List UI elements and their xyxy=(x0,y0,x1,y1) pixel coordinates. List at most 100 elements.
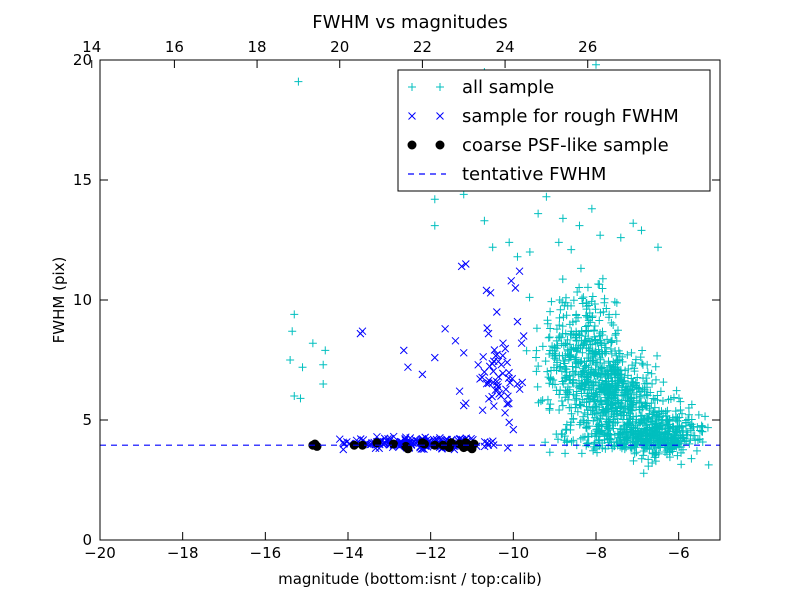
data-point xyxy=(590,370,599,379)
data-point xyxy=(676,405,685,414)
data-point xyxy=(486,288,495,297)
data-point xyxy=(650,395,659,404)
data-point xyxy=(620,404,629,413)
data-point xyxy=(643,368,652,377)
data-point xyxy=(609,415,618,424)
data-point xyxy=(561,339,570,348)
data-point xyxy=(627,348,636,357)
data-point xyxy=(294,77,303,86)
data-point xyxy=(290,310,299,319)
data-point xyxy=(585,309,594,318)
data-point xyxy=(605,434,614,443)
data-point xyxy=(555,296,564,305)
data-point xyxy=(308,339,317,348)
data-point xyxy=(589,403,598,412)
data-point xyxy=(589,386,598,395)
data-point xyxy=(492,308,501,316)
legend-box xyxy=(397,69,711,192)
data-point xyxy=(674,394,683,403)
data-point xyxy=(532,353,541,362)
data-point xyxy=(566,375,575,384)
data-point xyxy=(631,378,640,387)
data-point xyxy=(553,435,562,444)
data-point xyxy=(645,406,654,415)
data-point xyxy=(581,322,590,331)
data-point xyxy=(480,368,489,376)
data-point xyxy=(601,393,610,402)
data-point xyxy=(455,387,464,396)
data-point xyxy=(620,425,629,434)
data-point xyxy=(631,429,640,438)
data-point xyxy=(513,380,522,388)
data-point xyxy=(441,324,449,333)
data-point xyxy=(513,317,522,326)
data-point xyxy=(676,397,685,406)
data-point xyxy=(591,305,600,314)
data-point xyxy=(642,390,651,399)
data-point xyxy=(637,387,646,396)
data-point xyxy=(652,412,661,421)
data-point xyxy=(614,366,623,375)
data-point xyxy=(687,454,696,463)
data-point xyxy=(591,335,600,344)
x-tick-label: −16 xyxy=(250,544,282,562)
data-point xyxy=(567,344,576,353)
data-point xyxy=(602,399,611,408)
data-point xyxy=(613,326,622,335)
data-point xyxy=(625,415,634,424)
data-point xyxy=(694,410,703,419)
data-point xyxy=(478,373,486,382)
data-point xyxy=(493,386,502,394)
data-point xyxy=(579,340,588,349)
legend-marker xyxy=(435,140,445,150)
data-point xyxy=(430,221,439,230)
data-point xyxy=(622,420,631,429)
data-point xyxy=(504,399,513,408)
data-point xyxy=(555,390,564,399)
data-point xyxy=(687,400,696,409)
legend: all sample sample for rough FWHM coarse PS… xyxy=(397,69,711,192)
data-point xyxy=(637,359,646,368)
data-point xyxy=(596,429,605,438)
data-point xyxy=(651,362,660,371)
top-tick-label: 18 xyxy=(248,38,267,56)
data-point xyxy=(698,438,707,447)
data-point xyxy=(642,413,651,422)
data-point xyxy=(559,313,568,322)
data-point xyxy=(629,456,638,465)
data-point xyxy=(577,449,586,458)
data-point xyxy=(603,423,612,432)
data-point xyxy=(513,252,522,261)
legend-label: coarse PSF-like sample xyxy=(462,135,669,156)
legend-marker xyxy=(408,83,416,91)
data-point xyxy=(673,422,682,431)
data-point xyxy=(626,406,635,415)
data-point xyxy=(565,403,574,412)
data-point xyxy=(590,438,599,447)
data-point xyxy=(605,417,614,426)
data-point xyxy=(538,342,547,351)
data-point xyxy=(604,418,613,427)
data-point xyxy=(598,443,607,452)
data-point xyxy=(620,373,629,382)
data-point xyxy=(577,336,586,345)
data-point xyxy=(548,342,557,351)
data-point xyxy=(541,357,550,366)
data-point xyxy=(639,374,648,383)
top-tick-label: 14 xyxy=(82,38,101,56)
data-point xyxy=(638,437,647,446)
data-point xyxy=(690,431,699,440)
data-point xyxy=(503,400,511,408)
data-point xyxy=(502,385,510,394)
data-point xyxy=(451,336,460,345)
data-point xyxy=(586,368,595,377)
data-point xyxy=(592,60,600,69)
data-point xyxy=(505,238,514,247)
data-point xyxy=(573,287,582,296)
data-point xyxy=(583,406,592,415)
data-point xyxy=(586,369,595,378)
data-point xyxy=(653,391,662,400)
data-point xyxy=(606,362,615,371)
legend-marker xyxy=(436,83,444,91)
data-point xyxy=(561,298,570,307)
